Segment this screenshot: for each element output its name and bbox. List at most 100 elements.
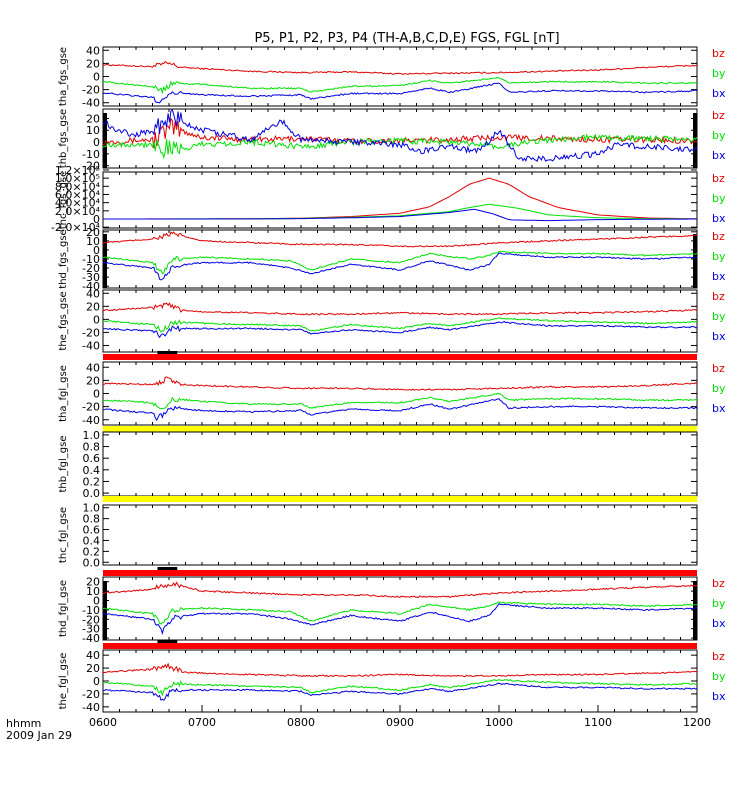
x-tick-label: 0800 bbox=[287, 716, 315, 729]
y-tick-label: 0.4 bbox=[83, 534, 101, 547]
y-tick-label: 1.2×10⁵ bbox=[55, 164, 100, 177]
y-axis-label: thd_fgl_gse bbox=[58, 580, 69, 637]
legend-bx: bx bbox=[712, 87, 726, 100]
legend-bx: bx bbox=[712, 402, 726, 415]
y-tick-label: 20 bbox=[86, 112, 100, 125]
y-tick-label: 0 bbox=[93, 595, 100, 608]
edge-block-right bbox=[693, 581, 697, 640]
panel-thc_fgs: 1.2×10⁵1.0×10⁵8.0×10⁴6.0×10⁴4.0×10⁴2.0×1… bbox=[51, 164, 726, 234]
y-tick-label: 20 bbox=[86, 374, 100, 387]
time-unit-label: hhmm bbox=[6, 717, 41, 730]
y-tick-label: 0 bbox=[93, 244, 100, 257]
x-tick-label: 0700 bbox=[188, 716, 216, 729]
legend-by: by bbox=[712, 670, 726, 683]
series-line-bz bbox=[102, 376, 698, 391]
legend-bz: bz bbox=[712, 290, 725, 303]
y-tick-label: 40 bbox=[86, 287, 100, 300]
y-tick-label: -40 bbox=[82, 414, 100, 427]
series-line-bx bbox=[102, 603, 698, 636]
panel-frame bbox=[102, 289, 698, 353]
y-tick-label: 1.0 bbox=[83, 502, 101, 515]
y-tick-label: 4.0×10⁴ bbox=[55, 197, 101, 210]
series-line-by bbox=[102, 392, 698, 410]
y-tick-label: 40 bbox=[86, 44, 100, 57]
x-tick-label: 1000 bbox=[485, 716, 513, 729]
legend-bz: bz bbox=[712, 172, 725, 185]
legend-bz: bz bbox=[712, 362, 725, 375]
x-tick-label: 1200 bbox=[683, 716, 711, 729]
y-tick-label: -30 bbox=[82, 271, 100, 284]
y-tick-label: -40 bbox=[82, 339, 100, 352]
panel-frame bbox=[102, 504, 698, 566]
y-tick-label: 20 bbox=[86, 300, 100, 313]
y-tick-label: 40 bbox=[86, 649, 100, 662]
panel-frame bbox=[102, 649, 698, 713]
flag-bar-red bbox=[103, 354, 697, 360]
y-tick-label: 0.4 bbox=[83, 464, 101, 477]
y-axis-label: thb_fgs_gse bbox=[58, 109, 69, 168]
series-line-bz bbox=[102, 60, 697, 76]
x-tick-label: 1100 bbox=[584, 716, 612, 729]
series-line-bx bbox=[102, 321, 698, 339]
series-line-bx bbox=[102, 398, 698, 422]
y-tick-label: -40 bbox=[82, 701, 100, 714]
y-tick-label: 6.0×10⁴ bbox=[55, 188, 101, 201]
y-tick-label: -20 bbox=[82, 688, 100, 701]
series-line-by bbox=[102, 678, 698, 697]
plot-title: P5, P1, P2, P3, P4 (TH-A,B,C,D,E) FGS, F… bbox=[254, 31, 559, 46]
y-tick-label: 0 bbox=[93, 71, 100, 84]
y-tick-label: 8.0×10⁴ bbox=[55, 180, 101, 193]
y-axis-label: tha_fgs_gse bbox=[58, 47, 69, 106]
legend-by: by bbox=[712, 129, 726, 142]
y-axis-label: thd_fgs_gse bbox=[58, 229, 69, 288]
flag-bar-marker bbox=[157, 351, 178, 354]
legend-bx: bx bbox=[712, 617, 726, 630]
legend-by: by bbox=[712, 250, 726, 263]
y-tick-label: 20 bbox=[86, 662, 100, 675]
flag-bar-yellow bbox=[103, 426, 697, 432]
y-axis-label: thb_fgl_gse bbox=[58, 436, 69, 493]
y-tick-label: -40 bbox=[82, 280, 100, 293]
legend-bz: bz bbox=[712, 577, 725, 590]
y-tick-label: 0.6 bbox=[83, 452, 101, 465]
flag-bar-marker bbox=[157, 567, 178, 570]
series-line-by bbox=[102, 133, 698, 160]
series-line-bx bbox=[102, 108, 698, 163]
y-tick-label: -10 bbox=[82, 148, 100, 161]
y-tick-label: 0.2 bbox=[83, 475, 101, 488]
y-tick-label: 20 bbox=[86, 57, 100, 70]
y-tick-label: 10 bbox=[86, 235, 100, 248]
series-line-bz bbox=[102, 231, 698, 248]
y-tick-label: 20 bbox=[86, 576, 100, 589]
y-tick-label: 0 bbox=[93, 388, 100, 401]
y-tick-label: 0.8 bbox=[83, 513, 101, 526]
edge-block-right bbox=[693, 234, 697, 288]
y-tick-label: -20 bbox=[82, 613, 100, 626]
y-tick-label: -20 bbox=[82, 326, 100, 339]
y-tick-label: -40 bbox=[82, 632, 100, 645]
legend-bz: bz bbox=[712, 230, 725, 243]
series-line-bx bbox=[102, 82, 698, 104]
series-line-by bbox=[102, 250, 698, 275]
series-line-bz bbox=[102, 662, 698, 678]
legend-bx: bx bbox=[712, 270, 726, 283]
edge-block-left bbox=[103, 581, 107, 640]
panel-frame bbox=[102, 46, 698, 107]
legend-bz: bz bbox=[712, 650, 725, 663]
y-axis-label: tha_fgl_gse bbox=[58, 365, 69, 422]
y-tick-label: 0 bbox=[93, 213, 100, 226]
y-axis-label: thc_fgs_gse bbox=[58, 171, 69, 230]
y-axis-label: the_fgs_gse bbox=[58, 291, 69, 350]
x-axis: 0600 0700 0800 0900 1000 1100 1200 bbox=[89, 705, 711, 729]
y-tick-label: 0 bbox=[93, 675, 100, 688]
series-line-bz bbox=[102, 117, 698, 149]
legend-by: by bbox=[712, 597, 726, 610]
